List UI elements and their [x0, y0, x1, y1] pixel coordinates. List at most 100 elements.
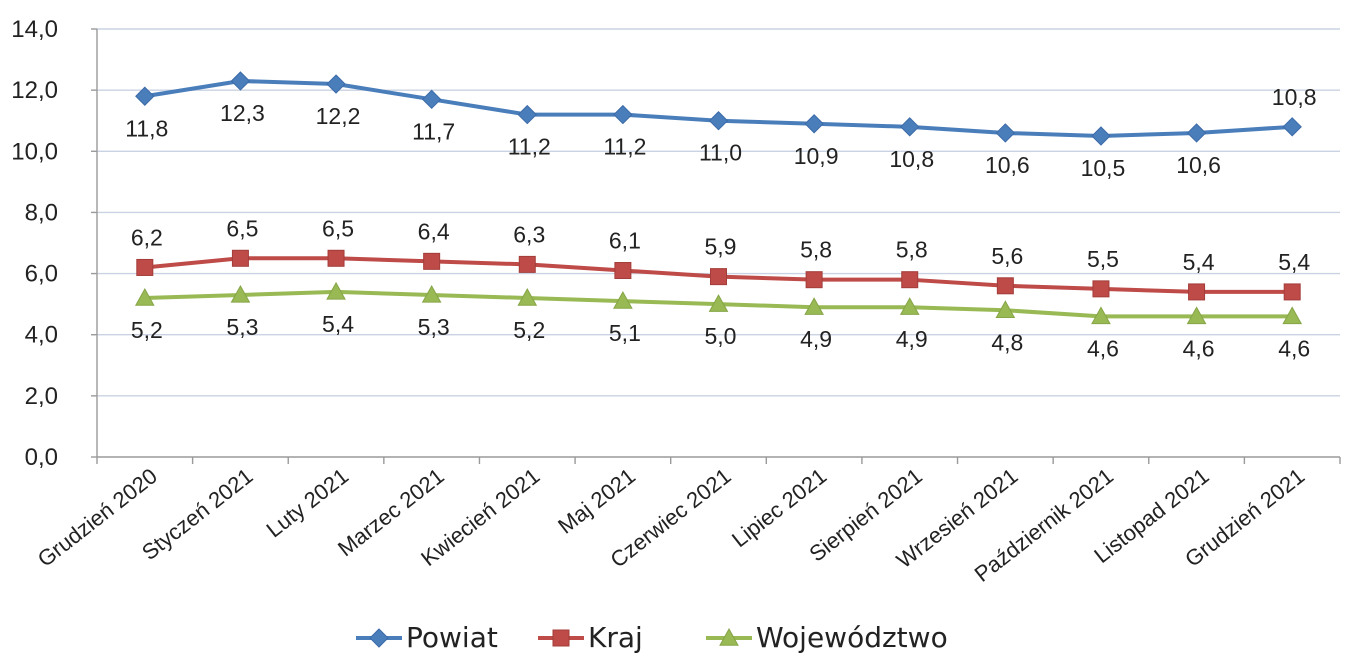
- data-label-powiat: 11,2: [508, 134, 551, 160]
- data-point-powiat: [1282, 117, 1302, 137]
- data-point-kraj: [327, 249, 345, 267]
- y-tick-label: 0,0: [25, 444, 58, 471]
- legend-label-kraj: Kraj: [588, 621, 643, 654]
- data-label-wojew-dztwo: 4,6: [1278, 335, 1310, 361]
- legend-marker-kraj: [552, 629, 570, 647]
- series-markers: [134, 71, 1303, 325]
- data-point-wojew-dztwo: [1186, 306, 1207, 325]
- legend: Powiat Kraj Województwo: [356, 621, 948, 654]
- data-point-kraj: [1283, 283, 1301, 301]
- data-point-kraj: [1188, 283, 1206, 301]
- data-point-powiat: [900, 117, 920, 137]
- data-point-kraj: [518, 255, 536, 273]
- data-label-kraj: 6,1: [609, 228, 641, 254]
- data-label-kraj: 5,8: [800, 237, 832, 263]
- data-point-wojew-dztwo: [899, 297, 920, 315]
- data-label-wojew-dztwo: 5,0: [705, 323, 737, 349]
- data-label-powiat: 11,2: [603, 134, 646, 160]
- y-tick-label: 4,0: [25, 322, 58, 349]
- data-point-powiat: [708, 111, 729, 131]
- data-label-kraj: 6,5: [226, 215, 258, 241]
- data-point-kraj: [136, 258, 154, 276]
- data-point-wojew-dztwo: [708, 294, 729, 312]
- data-point-kraj: [901, 271, 919, 289]
- data-label-wojew-dztwo: 4,8: [991, 329, 1023, 355]
- data-label-powiat: 12,2: [316, 103, 361, 129]
- data-label-wojew-dztwo: 4,6: [1183, 335, 1215, 361]
- data-point-powiat: [1186, 123, 1207, 143]
- y-tick-label: 8,0: [25, 199, 58, 226]
- data-label-wojew-dztwo: 4,6: [1087, 335, 1119, 361]
- legend-marker-powiat: [369, 628, 389, 648]
- x-tick-label: Grudzień 2020: [33, 463, 162, 572]
- data-label-kraj: 5,5: [1087, 246, 1119, 272]
- data-point-wojew-dztwo: [517, 287, 538, 306]
- data-label-powiat: 10,8: [1272, 84, 1317, 110]
- data-label-wojew-dztwo: 5,2: [131, 317, 163, 343]
- data-label-kraj: 6,4: [418, 218, 450, 244]
- data-point-powiat: [135, 86, 155, 106]
- data-labels: 11,8 12,3 12,2 11,7 11,2 11,2 11,0 10,9 10,8 10,6…: [125, 84, 1316, 362]
- data-point-wojew-dztwo: [230, 284, 251, 303]
- y-tick-label: 2,0: [25, 383, 58, 410]
- data-point-wojew-dztwo: [1282, 306, 1303, 325]
- data-point-wojew-dztwo: [995, 300, 1016, 318]
- data-label-kraj: 6,3: [513, 221, 545, 247]
- data-point-powiat: [1091, 126, 1111, 146]
- data-point-powiat: [995, 123, 1016, 143]
- data-point-powiat: [804, 114, 824, 134]
- data-point-wojew-dztwo: [326, 281, 346, 300]
- data-point-powiat: [421, 89, 442, 110]
- data-label-kraj: 5,9: [705, 234, 737, 260]
- data-point-wojew-dztwo: [421, 284, 442, 303]
- data-label-wojew-dztwo: 5,3: [226, 314, 258, 340]
- data-label-powiat: 10,8: [889, 146, 934, 172]
- legend-label-powiat: Powiat: [406, 621, 498, 654]
- data-label-kraj: 6,2: [131, 224, 163, 250]
- data-point-powiat: [326, 74, 346, 94]
- data-label-powiat: 11,7: [412, 118, 455, 144]
- data-point-kraj: [614, 262, 632, 280]
- data-label-wojew-dztwo: 5,3: [418, 314, 450, 340]
- legend-label-wojew-dztwo: Województwo: [756, 621, 948, 654]
- data-label-wojew-dztwo: 5,2: [513, 317, 545, 343]
- data-label-powiat: 10,6: [1176, 152, 1221, 178]
- y-tick-label: 6,0: [25, 261, 58, 288]
- data-label-powiat: 11,8: [125, 115, 168, 141]
- data-label-kraj: 5,4: [1278, 249, 1310, 275]
- data-label-kraj: 6,5: [322, 215, 354, 241]
- data-point-wojew-dztwo: [134, 287, 155, 306]
- data-label-wojew-dztwo: 4,9: [896, 326, 928, 352]
- data-label-wojew-dztwo: 5,1: [609, 320, 641, 346]
- data-label-powiat: 10,6: [985, 152, 1030, 178]
- data-label-powiat: 10,9: [794, 143, 839, 169]
- data-point-kraj: [710, 268, 727, 286]
- data-label-kraj: 5,6: [991, 243, 1023, 269]
- data-label-wojew-dztwo: 4,9: [800, 326, 832, 352]
- x-tick-label: Luty 2021: [262, 463, 354, 542]
- y-tick-label: 12,0: [11, 77, 58, 104]
- data-point-kraj: [996, 277, 1014, 295]
- data-point-wojew-dztwo: [613, 291, 633, 309]
- data-point-powiat: [230, 71, 251, 91]
- x-tick-label: Maj 2021: [553, 463, 640, 538]
- data-point-powiat: [517, 104, 537, 125]
- data-label-powiat: 10,5: [1081, 155, 1126, 181]
- data-point-kraj: [805, 271, 823, 289]
- data-point-kraj: [231, 249, 249, 267]
- data-label-powiat: 12,3: [220, 100, 265, 126]
- data-label-kraj: 5,4: [1183, 249, 1215, 275]
- data-point-kraj: [423, 252, 441, 270]
- data-point-wojew-dztwo: [1091, 306, 1111, 325]
- y-tick-label: 14,0: [11, 16, 58, 43]
- data-point-kraj: [1092, 280, 1110, 298]
- data-label-wojew-dztwo: 5,4: [322, 311, 354, 337]
- data-label-kraj: 5,8: [896, 237, 928, 263]
- data-point-wojew-dztwo: [804, 297, 824, 315]
- legend-marker-wojew-dztwo: [719, 627, 739, 646]
- data-point-powiat: [613, 104, 633, 125]
- y-tick-label: 10,0: [11, 138, 58, 165]
- data-label-powiat: 11,0: [699, 140, 742, 166]
